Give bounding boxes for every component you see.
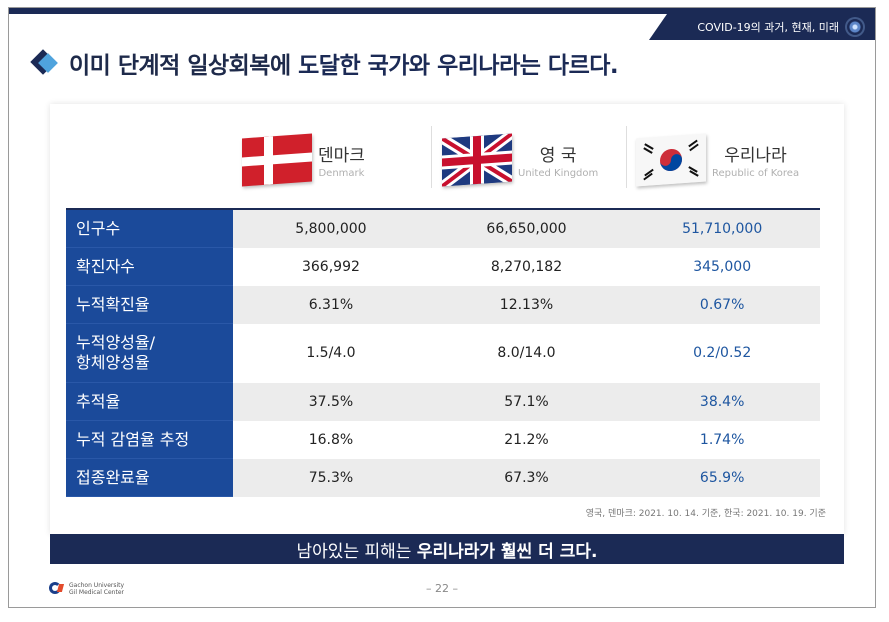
hospital-logo: Gachon University Gil Medical Center bbox=[49, 582, 124, 596]
logo-line1: Gachon University bbox=[69, 582, 125, 589]
country-name-en: United Kingdom bbox=[518, 168, 599, 179]
table-row: 누적양성율/ 항체양성율 1.5/4.0 8.0/14.0 0.2/0.52 bbox=[66, 323, 820, 383]
slide: COVID-19의 과거, 현재, 미래 이미 단계적 일상회복에 도달한 국가… bbox=[8, 7, 876, 608]
row-value: 65.9% bbox=[624, 458, 820, 497]
country-header-korea: 우리나라 Republic of Korea bbox=[636, 126, 799, 194]
country-header-denmark: 덴마크 Denmark bbox=[242, 126, 365, 194]
row-label: 누적양성율/ 항체양성율 bbox=[66, 323, 234, 383]
diamond-bullet-icon bbox=[30, 48, 61, 78]
row-value: 5,800,000 bbox=[233, 208, 429, 248]
row-label: 확진자수 bbox=[66, 247, 234, 286]
comparison-card: 덴마크 Denmark 영 국 United Kingdom bbox=[50, 104, 844, 534]
country-name-ko: 우리나라 bbox=[724, 146, 787, 166]
conclusion-banner: 남아있는 피해는 우리나라가 훨씬 더 크다. bbox=[50, 534, 844, 564]
row-label: 누적 감염율 추정 bbox=[66, 420, 234, 459]
title-row: 이미 단계적 일상회복에 도달한 국가와 우리나라는 다르다. bbox=[30, 46, 619, 80]
virus-icon bbox=[847, 19, 863, 35]
table-row: 누적 감염율 추정 16.8% 21.2% 1.74% bbox=[66, 420, 820, 459]
row-label: 추적율 bbox=[66, 382, 234, 421]
country-header-uk: 영 국 United Kingdom bbox=[442, 126, 598, 194]
title-part1: 이미 단계적 일상회복에 bbox=[69, 53, 299, 79]
row-value: 75.3% bbox=[233, 458, 429, 497]
table-row: 추적율 37.5% 57.1% 38.4% bbox=[66, 382, 820, 421]
page-title: 이미 단계적 일상회복에 도달한 국가와 우리나라는 다르다. bbox=[69, 46, 619, 80]
row-value: 57.1% bbox=[428, 382, 625, 421]
country-name-ko: 영 국 bbox=[539, 146, 577, 166]
country-name-en: Denmark bbox=[318, 168, 365, 179]
divider bbox=[431, 126, 432, 188]
row-value: 0.2/0.52 bbox=[693, 345, 752, 361]
tagline-text: COVID-19의 과거, 현재, 미래 bbox=[697, 21, 839, 34]
row-value: 21.2% bbox=[504, 431, 549, 448]
country-name-ko: 덴마크 bbox=[318, 146, 365, 166]
header-tagline: COVID-19의 과거, 현재, 미래 bbox=[649, 14, 875, 40]
row-value: 1.74% bbox=[699, 431, 745, 448]
comparison-table: 인구수 5,800,000 66,650,000 51,710,000 확진자수 366,… bbox=[66, 208, 820, 497]
source-note: 영국, 덴마크: 2021. 10. 14. 기준, 한국: 2021. 10.… bbox=[585, 509, 826, 519]
row-value: 8.0/14.0 bbox=[497, 345, 556, 361]
korea-flag-icon bbox=[636, 133, 706, 187]
row-value: 37.5% bbox=[233, 382, 429, 421]
row-value: 12.13% bbox=[428, 285, 625, 324]
gachon-logo-icon bbox=[49, 582, 65, 596]
row-value: 0.67% bbox=[624, 285, 820, 324]
title-part2: 도달한 국가와 우리나라는 다르다. bbox=[298, 53, 619, 79]
row-value: 38.4% bbox=[624, 382, 820, 421]
row-value: 16.8% bbox=[308, 431, 354, 448]
row-value: 366,992 bbox=[301, 258, 360, 275]
banner-bold: 우리나라가 훨씬 더 크다. bbox=[416, 541, 598, 562]
banner-normal: 남아있는 피해는 bbox=[296, 541, 417, 562]
row-label: 인구수 bbox=[66, 208, 234, 248]
denmark-flag-icon bbox=[242, 133, 312, 187]
row-label: 누적확진율 bbox=[66, 285, 234, 324]
table-row: 인구수 5,800,000 66,650,000 51,710,000 bbox=[66, 208, 820, 248]
uk-flag-icon bbox=[442, 133, 512, 187]
row-value: 6.31% bbox=[233, 285, 429, 324]
table-row: 확진자수 366,992 8,270,182 345,000 bbox=[66, 247, 820, 286]
table-row: 접종완료율 75.3% 67.3% 65.9% bbox=[66, 458, 820, 497]
page-number: – 22 – bbox=[426, 582, 458, 595]
row-value: 8,270,182 bbox=[490, 258, 563, 275]
divider bbox=[626, 126, 627, 188]
logo-line2: Gil Medical Center bbox=[69, 589, 124, 596]
row-value: 66,650,000 bbox=[428, 208, 625, 248]
row-value: 51,710,000 bbox=[624, 208, 820, 248]
table-row: 누적확진율 6.31% 12.13% 0.67% bbox=[66, 285, 820, 324]
row-value: 345,000 bbox=[693, 258, 752, 275]
row-value: 67.3% bbox=[428, 458, 625, 497]
country-name-en: Republic of Korea bbox=[712, 168, 800, 179]
top-bar bbox=[9, 8, 875, 14]
row-value: 1.5/4.0 bbox=[306, 345, 356, 361]
row-label: 접종완료율 bbox=[66, 458, 234, 497]
